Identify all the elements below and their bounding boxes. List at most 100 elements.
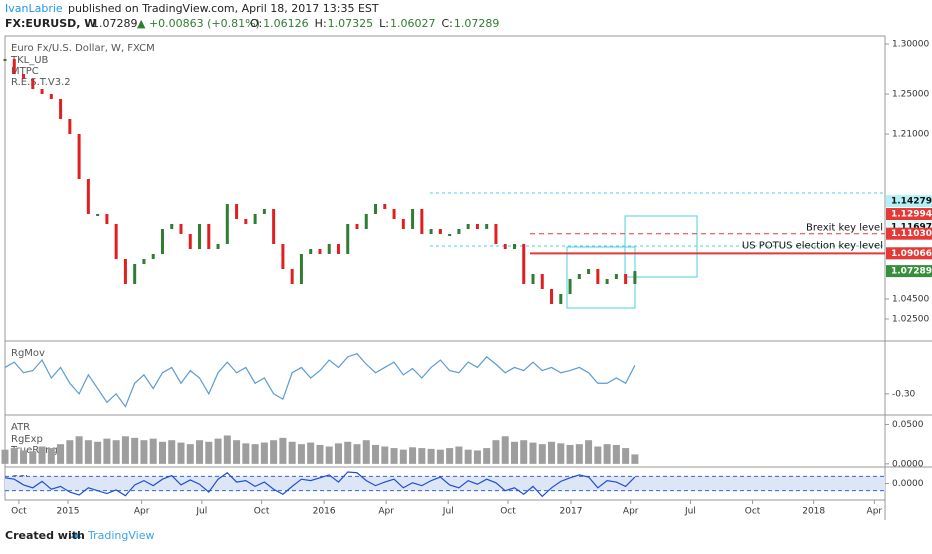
atr-bar xyxy=(502,436,509,464)
price-bar xyxy=(467,224,470,229)
atr-bar xyxy=(307,443,314,464)
price-bar xyxy=(68,119,71,134)
author[interactable]: IvanLabrie xyxy=(5,2,63,15)
price-bar xyxy=(244,219,247,224)
indicator-name: TKL_UB xyxy=(10,55,49,66)
y-tick-label: 1.30000 xyxy=(892,40,929,50)
atr-bar xyxy=(604,444,611,464)
price-bar xyxy=(152,254,155,259)
atr-bar xyxy=(418,448,425,464)
pane-title: ATR xyxy=(11,422,30,433)
x-tick-label: Jul xyxy=(442,507,454,517)
atr-bar xyxy=(437,450,444,464)
price-bar xyxy=(374,204,377,214)
atr-bar xyxy=(66,440,73,464)
price-bar xyxy=(587,269,590,274)
price-bar xyxy=(513,244,516,249)
atr-bar xyxy=(594,447,601,464)
ohlc-value: 1.06126 xyxy=(263,17,309,30)
price-bar xyxy=(41,89,44,94)
price-bar xyxy=(393,209,396,219)
indicator-name: R.E.S.T.V3.2 xyxy=(11,77,71,88)
atr-bar xyxy=(631,454,638,463)
price-bar xyxy=(217,244,220,249)
price-bar xyxy=(606,279,609,284)
price-bar xyxy=(31,79,34,89)
atr-bar xyxy=(474,450,481,463)
atr-bar xyxy=(159,442,166,464)
atr-bar xyxy=(316,445,323,464)
atr-bar xyxy=(465,450,472,464)
price-bar xyxy=(13,59,16,74)
x-tick-label: Oct xyxy=(11,507,27,517)
atr-bar xyxy=(511,442,518,464)
atr-bar xyxy=(150,439,157,464)
price-bar xyxy=(365,214,368,229)
price-bar xyxy=(383,204,386,209)
price-bar xyxy=(180,224,183,234)
price-bar xyxy=(411,209,414,229)
price-bar xyxy=(50,94,53,99)
ohlc-label: H: xyxy=(315,17,327,30)
symbol: FX:EURUSD, W xyxy=(5,17,96,30)
pane-title: Euro Fx/U.S. Dollar, W, FXCM xyxy=(11,43,155,54)
atr-bar xyxy=(224,435,231,463)
price-bar xyxy=(207,224,210,249)
x-tick-label: Apr xyxy=(378,507,394,517)
price-bar xyxy=(115,224,118,259)
price-bar xyxy=(420,209,423,234)
pane-title: RgMov xyxy=(11,348,45,359)
atr-bar xyxy=(85,440,92,464)
price-bar xyxy=(476,224,479,229)
atr-bar xyxy=(103,439,110,464)
x-tick-label: Oct xyxy=(500,507,516,517)
atr-bar xyxy=(622,448,629,464)
price-bar xyxy=(494,224,497,244)
price-bar xyxy=(485,224,488,229)
atr-bar xyxy=(113,440,120,464)
price-bar xyxy=(328,244,331,254)
atr-bar xyxy=(576,444,583,464)
price-bar xyxy=(22,74,25,79)
change: ▲ +0.00863 (+0.81%) xyxy=(137,17,260,30)
price-bar xyxy=(504,244,507,249)
y-tick-label: 0.0500 xyxy=(892,420,924,430)
ohlc-label: C: xyxy=(442,17,453,30)
price-bar xyxy=(87,179,90,214)
atr-bar xyxy=(261,443,268,464)
atr-bar xyxy=(391,448,398,464)
atr-bar xyxy=(326,447,333,464)
atr-bar xyxy=(215,439,222,464)
atr-bar xyxy=(76,436,83,464)
price-bar xyxy=(318,249,321,254)
price-bar xyxy=(439,229,442,234)
atr-bar xyxy=(178,443,185,464)
price-bar xyxy=(124,259,127,284)
atr-bar xyxy=(363,440,370,464)
footer-brand[interactable]: TradingView xyxy=(87,529,154,542)
price-bar xyxy=(281,244,284,269)
atr-bar xyxy=(29,451,36,464)
atr-bar xyxy=(557,443,564,463)
y-tick-label: 1.02500 xyxy=(892,315,929,325)
price-bar xyxy=(189,234,192,249)
price-label: 1.12994 xyxy=(891,210,932,220)
atr-bar xyxy=(94,442,101,464)
price-bar xyxy=(356,224,359,229)
last-price: 1.07289 xyxy=(92,17,138,30)
ohlc-value: 1.06027 xyxy=(390,17,436,30)
y-tick-label: 0.0000 xyxy=(892,459,924,469)
x-tick-label: Oct xyxy=(254,507,270,517)
price-bar xyxy=(133,264,136,284)
atr-bar xyxy=(57,444,64,464)
atr-bar xyxy=(279,438,286,464)
price-bar xyxy=(337,244,340,254)
x-tick-label: Apr xyxy=(623,507,639,517)
price-bar xyxy=(624,274,627,284)
price-bar xyxy=(559,294,562,304)
atr-bar xyxy=(270,440,277,464)
price-bar xyxy=(596,269,599,284)
price-bar xyxy=(105,214,108,224)
atr-bar xyxy=(520,440,527,464)
